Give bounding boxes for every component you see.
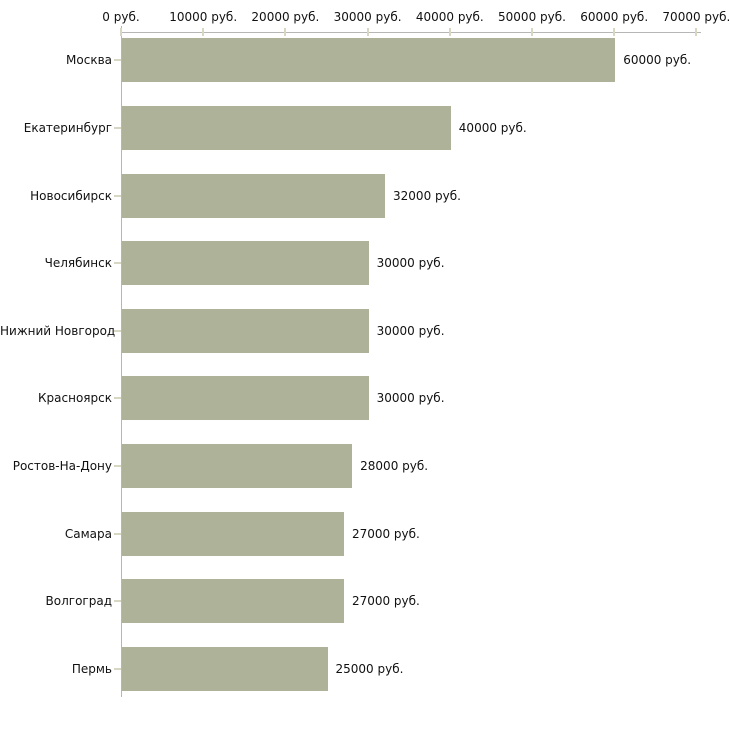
- value-label: 30000 руб.: [376, 256, 445, 271]
- bar: [122, 646, 328, 691]
- x-axis-tick-mark: [448, 28, 451, 36]
- category-tick-mark: [114, 600, 121, 603]
- x-axis-tick-label: 0 руб.: [102, 10, 140, 24]
- category-label: Пермь: [71, 661, 112, 676]
- category-tick-mark: [114, 532, 121, 535]
- category-label: Красноярск: [38, 391, 112, 406]
- value-label: 30000 руб.: [376, 323, 445, 338]
- value-label: 25000 руб.: [335, 661, 404, 676]
- bar: [122, 444, 353, 488]
- category-tick-mark: [114, 397, 121, 400]
- category-label: Волгоград: [45, 594, 112, 609]
- x-axis-tick-mark: [695, 28, 698, 36]
- x-axis-tick-mark: [120, 28, 122, 36]
- bar: [122, 173, 386, 218]
- x-axis-tick-label: 60000 руб.: [580, 10, 649, 24]
- x-axis-tick-mark: [613, 28, 616, 36]
- x-axis-tick-label: 10000 руб.: [169, 10, 238, 24]
- x-axis-tick-mark: [284, 28, 287, 36]
- value-label: 27000 руб.: [351, 594, 420, 609]
- value-label: 27000 руб.: [351, 526, 420, 541]
- x-axis-tick-label: 70000 руб.: [662, 10, 730, 24]
- x-axis-tick-mark: [531, 28, 533, 36]
- category-tick-mark: [114, 329, 121, 332]
- value-label: 60000 руб.: [623, 53, 692, 68]
- category-label: Самара: [64, 526, 112, 541]
- bar: [122, 241, 369, 286]
- y-axis-line: [121, 26, 122, 697]
- bar: [122, 106, 451, 150]
- category-label: Москва: [66, 53, 112, 68]
- x-axis-tick-mark: [202, 28, 205, 36]
- x-axis-tick-mark: [366, 28, 369, 36]
- category-tick-mark: [114, 194, 121, 197]
- bar: [122, 376, 369, 421]
- category-tick-mark: [114, 127, 121, 129]
- bar: [122, 308, 369, 353]
- x-axis-tick-label: 50000 руб.: [498, 10, 566, 24]
- category-label: Новосибирск: [30, 188, 112, 203]
- category-label: Ростов-На-Дону: [12, 459, 112, 473]
- value-label: 32000 руб.: [393, 188, 461, 203]
- category-tick-mark: [114, 262, 121, 265]
- category-label: Екатеринбург: [23, 121, 112, 135]
- category-label: Челябинск: [44, 256, 112, 271]
- x-axis-tick-label: 30000 руб.: [333, 10, 402, 24]
- x-axis-line: [121, 32, 701, 33]
- category-tick-mark: [114, 59, 121, 62]
- bar: [122, 511, 344, 556]
- category-tick-mark: [114, 465, 121, 467]
- value-label: 40000 руб.: [458, 121, 527, 135]
- category-tick-mark: [114, 667, 121, 670]
- bar: [122, 579, 344, 624]
- x-axis-tick-label: 20000 руб.: [251, 10, 320, 24]
- x-axis-tick-label: 40000 руб.: [415, 10, 484, 24]
- value-label: 30000 руб.: [376, 391, 445, 406]
- category-label: Нижний Новгород: [0, 323, 116, 338]
- value-label: 28000 руб.: [360, 459, 429, 473]
- bar: [122, 38, 616, 83]
